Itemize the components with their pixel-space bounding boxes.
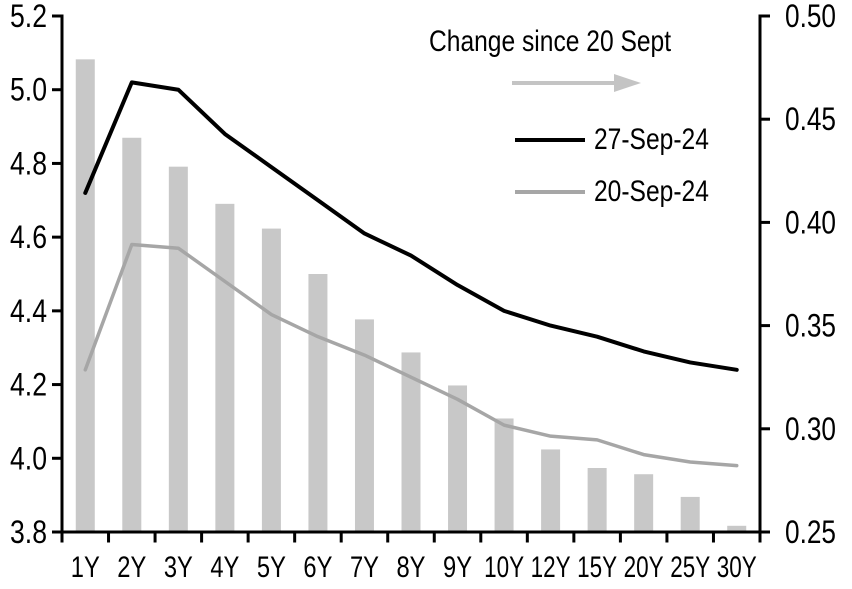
right-axis-tick-label: 0.40 [785,204,836,240]
left-axis-tick-label: 4.0 [10,440,47,476]
bar-2Y [122,137,142,532]
left-axis-tick-label: 4.8 [10,145,47,181]
x-axis-tick-label-7Y: 7Y [350,551,379,584]
x-axis-tick-label-12Y: 12Y [531,551,571,584]
line-20-Sep-24 [83,242,739,468]
line-27-Sep-24 [83,80,739,372]
x-axis-tick-label-10Y: 10Y [484,551,524,584]
bar-12Y [541,449,561,532]
bar-3Y [168,166,188,532]
bar-5Y [261,228,281,533]
bar-1Y [75,59,95,533]
x-axis-tick-label-6Y: 6Y [303,551,332,584]
bar-7Y [354,319,374,532]
bar-10Y [494,418,514,532]
right-axis-tick-label: 0.35 [785,308,836,344]
x-axis-tick-label-15Y: 15Y [577,551,617,584]
bar-30Y [727,525,747,532]
left-axis-tick-label: 5.2 [10,0,47,34]
x-axis-tick-label-25Y: 25Y [670,551,710,584]
bar-6Y [308,274,328,532]
x-axis-tick-label-9Y: 9Y [443,551,472,584]
right-axis-tick-label: 0.30 [785,411,836,447]
x-axis-tick-label-20Y: 20Y [624,551,664,584]
right-axis-tick-label: 0.50 [785,0,836,34]
x-axis-tick-label-3Y: 3Y [164,551,193,584]
bar-8Y [401,352,421,532]
right-axis-tick-label: 0.25 [785,514,836,550]
left-axis-tick-label: 4.2 [10,367,47,403]
bar-20Y [634,474,654,532]
x-axis-tick-label-4Y: 4Y [210,551,239,584]
left-axis-tick-label: 4.4 [10,293,47,329]
bar-15Y [587,468,607,532]
left-axis-tick-label: 5.0 [10,72,47,108]
x-axis-tick-label-8Y: 8Y [397,551,426,584]
x-axis-tick-label-2Y: 2Y [117,551,146,584]
x-axis-tick-label-1Y: 1Y [71,551,100,584]
left-axis-tick-label: 4.6 [10,219,47,255]
left-axis-tick-label: 3.8 [10,514,47,550]
bar-25Y [680,496,700,532]
x-axis-tick-label-5Y: 5Y [257,551,286,584]
bar-9Y [448,385,468,532]
right-axis-tick-label: 0.45 [785,101,836,137]
bar-4Y [215,203,235,532]
x-axis-tick-label-30Y: 30Y [717,551,757,584]
